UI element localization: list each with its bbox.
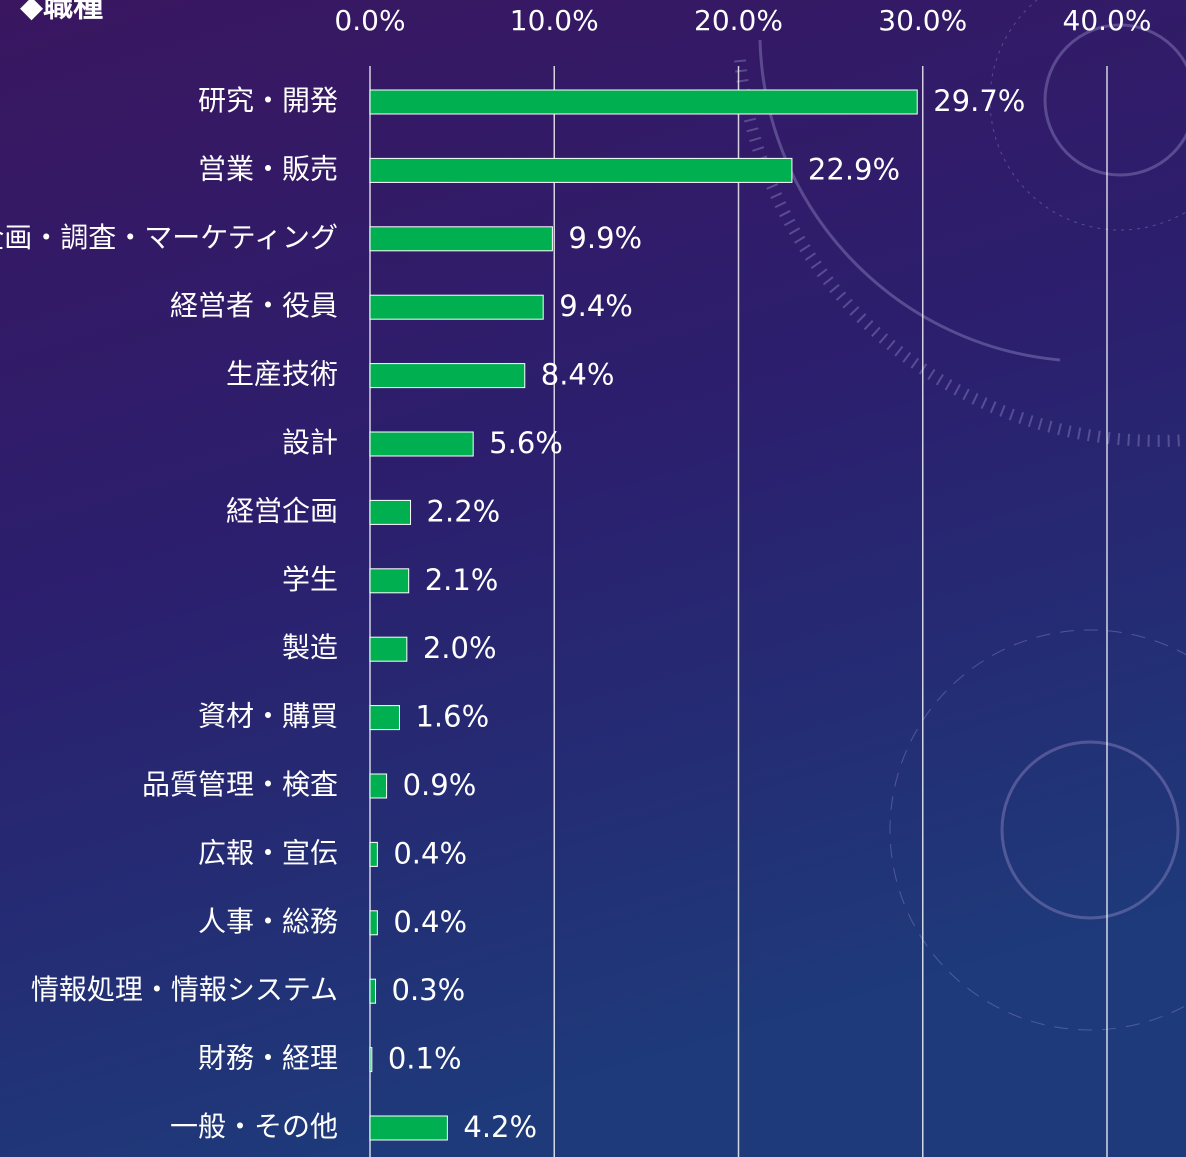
y-tick-label: 情報処理・情報システム <box>31 973 338 1006</box>
y-tick-label: 一般・その他 <box>170 1110 338 1143</box>
x-tick-label: 0.0% <box>334 4 405 37</box>
y-tick-label: 研究・開発 <box>198 84 338 117</box>
bar <box>370 911 377 935</box>
bar <box>370 364 525 388</box>
chart: ◆職種 0.0% 10.0% 20.0% 30.0% 40.0% 研究・開発 29.7% 営業… <box>0 0 1186 1157</box>
bar <box>370 637 407 661</box>
bar <box>370 842 377 866</box>
bar <box>370 774 387 798</box>
y-tick-label: 広報・宣伝 <box>198 836 338 869</box>
value-label: 9.4% <box>559 289 633 323</box>
value-label: 8.4% <box>541 358 615 392</box>
bar <box>370 1048 372 1072</box>
page: ◆職種 0.0% 10.0% 20.0% 30.0% 40.0% 研究・開発 29.7% 営業… <box>0 0 1186 1157</box>
value-label: 0.9% <box>403 768 477 802</box>
y-tick-label: 経営者・役員 <box>170 289 338 322</box>
bar <box>370 90 917 114</box>
value-label: 9.9% <box>568 221 642 255</box>
x-tick-label: 40.0% <box>1063 4 1152 37</box>
bar <box>370 569 409 593</box>
value-label: 2.1% <box>425 563 499 597</box>
value-label: 0.4% <box>393 905 467 939</box>
value-label: 0.3% <box>392 973 466 1007</box>
value-label: 0.1% <box>388 1042 462 1076</box>
y-tick-label: 経営企画 <box>226 494 338 527</box>
chart-title: ◆職種 <box>20 0 103 25</box>
y-tick-label: 品質管理・検査 <box>142 768 338 801</box>
bar <box>370 432 473 456</box>
x-tick-label: 30.0% <box>878 4 967 37</box>
value-label: 2.0% <box>423 631 497 665</box>
value-label: 22.9% <box>808 152 900 186</box>
y-tick-label: 生産技術 <box>226 358 338 391</box>
x-tick-label: 10.0% <box>510 4 599 37</box>
y-tick-label: 資材・購買 <box>198 700 338 733</box>
bar <box>370 227 552 251</box>
value-label: 4.2% <box>463 1110 537 1144</box>
bar <box>370 158 792 182</box>
y-tick-label: 設計 <box>282 426 338 459</box>
bar <box>370 295 543 319</box>
value-label: 29.7% <box>933 84 1025 118</box>
y-tick-label: 人事・総務 <box>198 905 338 938</box>
value-label: 1.6% <box>415 700 489 734</box>
bar <box>370 706 399 730</box>
value-label: 5.6% <box>489 426 563 460</box>
x-tick-label: 20.0% <box>694 4 783 37</box>
y-tick-label: 学生 <box>282 563 338 596</box>
value-label: 2.2% <box>427 494 501 528</box>
y-tick-label: 財務・経理 <box>198 1042 338 1075</box>
y-tick-label: 企画・調査・マーケティング <box>0 221 338 254</box>
y-tick-label: 製造 <box>282 631 338 664</box>
bar <box>370 979 376 1003</box>
y-tick-label: 営業・販売 <box>198 152 338 185</box>
bar <box>370 1116 447 1140</box>
bar <box>370 500 411 524</box>
value-label: 0.4% <box>393 836 467 870</box>
